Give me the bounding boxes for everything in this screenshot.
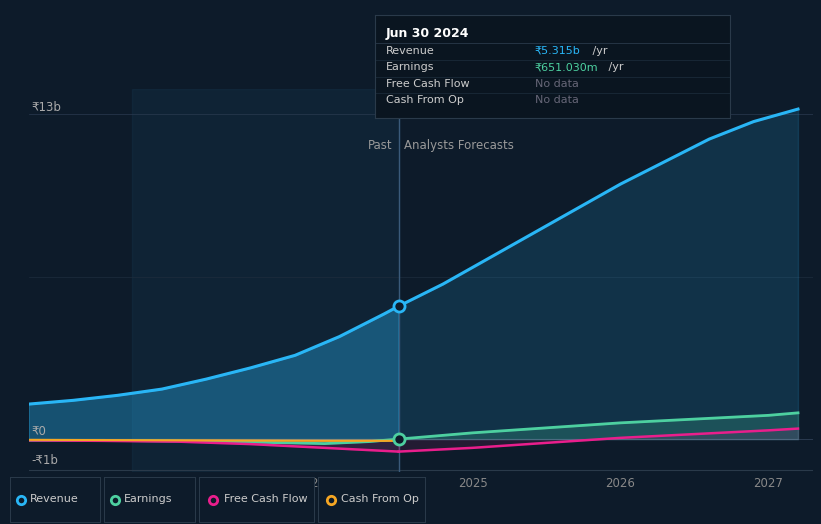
Text: ₹13b: ₹13b [32, 101, 62, 114]
Text: Free Cash Flow: Free Cash Flow [224, 495, 308, 505]
Text: Jun 30 2024: Jun 30 2024 [386, 27, 469, 40]
Text: Past: Past [368, 139, 392, 152]
Text: -₹1b: -₹1b [32, 454, 58, 466]
Text: /yr: /yr [589, 46, 608, 56]
Text: ₹5.315b: ₹5.315b [534, 46, 580, 56]
Text: Analysts Forecasts: Analysts Forecasts [405, 139, 515, 152]
Bar [132, 89, 398, 472]
Text: Earnings: Earnings [124, 495, 172, 505]
Text: Cash From Op: Cash From Op [342, 495, 420, 505]
Text: ₹0: ₹0 [32, 425, 47, 438]
Text: Revenue: Revenue [30, 495, 79, 505]
Text: Earnings: Earnings [386, 62, 434, 72]
Text: /yr: /yr [605, 62, 623, 72]
Text: No data: No data [534, 79, 579, 89]
Text: Free Cash Flow: Free Cash Flow [386, 79, 470, 89]
Text: Cash From Op: Cash From Op [386, 95, 464, 105]
Text: ₹651.030m: ₹651.030m [534, 62, 599, 72]
Text: No data: No data [534, 95, 579, 105]
Text: Revenue: Revenue [386, 46, 434, 56]
